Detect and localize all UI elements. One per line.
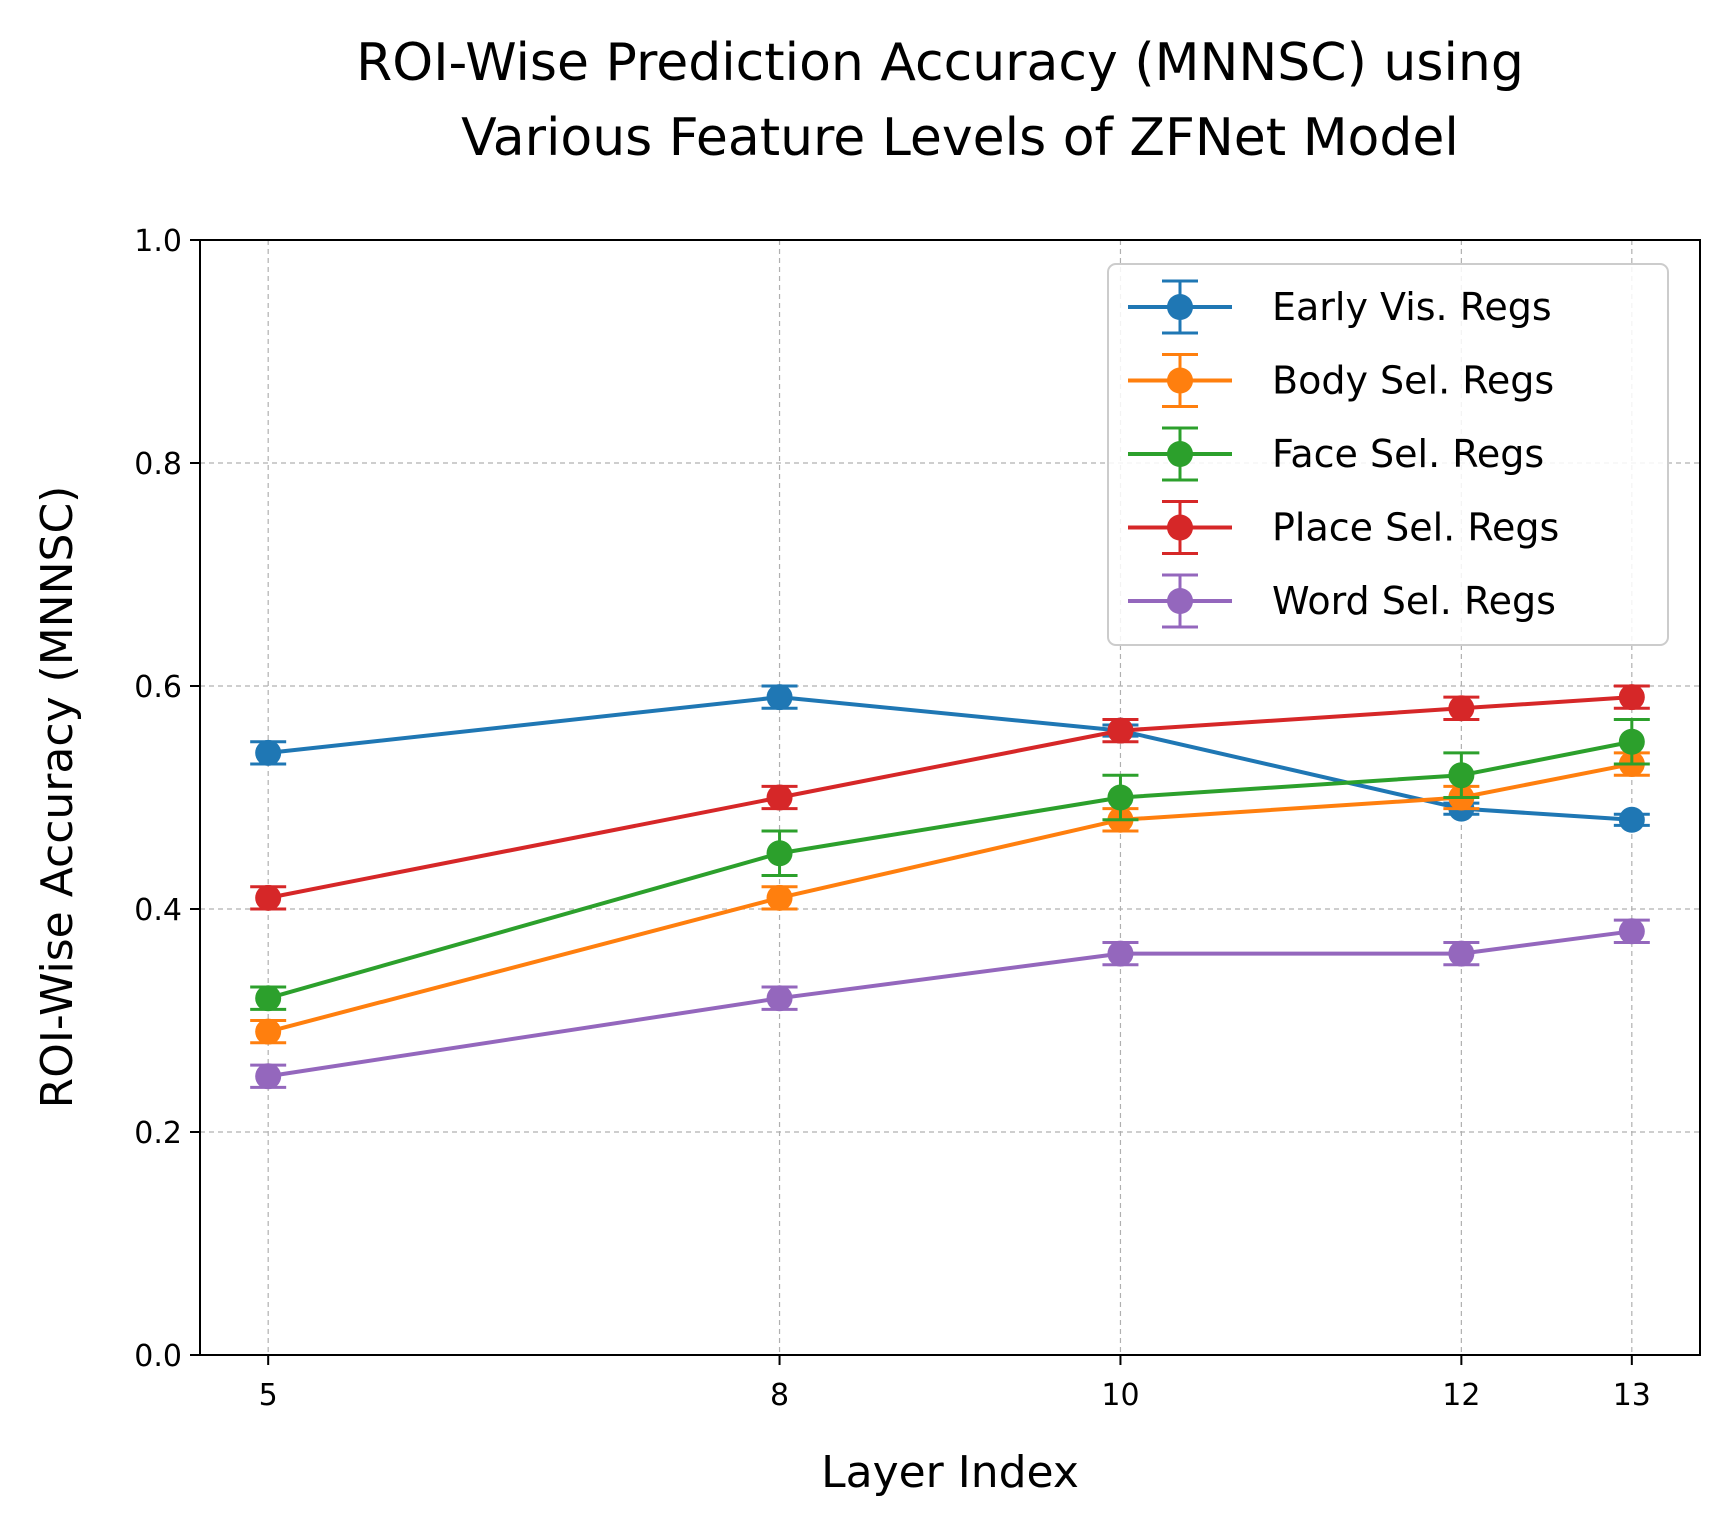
- legend-item: Early Vis. Regs: [1128, 279, 1552, 335]
- data-point: [1448, 762, 1475, 789]
- y-tick-label: 1.0: [134, 224, 182, 259]
- data-point: [255, 884, 282, 911]
- legend-marker: [1167, 367, 1193, 394]
- series-line: [267, 739, 1633, 1001]
- legend-item: Word Sel. Regs: [1128, 573, 1556, 629]
- data-point: [1618, 684, 1645, 711]
- legend-box: [1107, 263, 1669, 646]
- series-4: [250, 684, 1650, 911]
- legend-marker: [1167, 294, 1193, 320]
- data-point: [1618, 728, 1645, 755]
- series-2: [250, 751, 1650, 1045]
- data-point: [1107, 784, 1134, 811]
- series-line: [267, 929, 1633, 1079]
- legend-item: Body Sel. Regs: [1128, 353, 1554, 408]
- data-point: [255, 985, 282, 1012]
- legend-marker: [1167, 441, 1193, 467]
- data-point: [1618, 806, 1645, 833]
- x-tick-label: 8: [770, 1378, 789, 1413]
- data-point: [1107, 940, 1134, 967]
- y-axis-label: ROI-Wise Accuracy (MNNSC): [32, 486, 83, 1109]
- data-point: [766, 684, 793, 711]
- legend: Early Vis. Regs Body Sel. Regs Face Sel. R…: [1107, 263, 1669, 646]
- y-tick-label: 0.0: [134, 1339, 182, 1374]
- x-tick-label: 10: [1101, 1378, 1139, 1413]
- chart-title: ROI-Wise Prediction Accuracy (MNNSC) usi…: [356, 33, 1524, 168]
- legend-item: Place Sel. Regs: [1128, 500, 1559, 555]
- data-point: [766, 884, 793, 911]
- chart-title-line-2: Various Feature Levels of ZFNet Model: [461, 108, 1459, 168]
- y-tick-label: 0.6: [134, 670, 182, 705]
- series-5: [250, 918, 1650, 1090]
- legend-marker: [1167, 588, 1193, 614]
- data-point: [1448, 695, 1475, 722]
- legend-label: Body Sel. Regs: [1272, 359, 1554, 403]
- series-3: [250, 717, 1650, 1012]
- series-line: [267, 762, 1633, 1034]
- data-point: [255, 739, 282, 766]
- y-tick-label: 0.8: [134, 447, 182, 482]
- plot-frame: [199, 239, 1701, 1356]
- data-point: [255, 1063, 282, 1090]
- x-tick-label: 13: [1613, 1378, 1651, 1413]
- y-tick-label: 0.4: [134, 893, 182, 928]
- data-point: [255, 1018, 282, 1045]
- y-tick-label: 0.2: [134, 1116, 182, 1151]
- x-tick-label: 12: [1442, 1378, 1480, 1413]
- data-point: [1107, 717, 1134, 744]
- y-axis-ticks: 0.0 0.2 0.4 0.6 0.8 1.0: [134, 224, 200, 1374]
- legend-label: Face Sel. Regs: [1272, 432, 1544, 476]
- x-tick-label: 5: [259, 1378, 278, 1413]
- legend-label: Early Vis. Regs: [1272, 285, 1552, 329]
- legend-label: Place Sel. Regs: [1272, 506, 1559, 550]
- x-axis-ticks: 5 8 10 12 13: [259, 1355, 1651, 1413]
- series-1: [250, 684, 1650, 833]
- data-point: [766, 784, 793, 811]
- series-line: [267, 695, 1632, 900]
- data-point: [766, 840, 793, 867]
- data-point: [1448, 940, 1475, 967]
- series-layer: [250, 684, 1650, 1090]
- x-axis-label: Layer Index: [821, 1447, 1079, 1498]
- legend-label: Word Sel. Regs: [1272, 579, 1556, 623]
- chart-title-line-1: ROI-Wise Prediction Accuracy (MNNSC) usi…: [356, 33, 1524, 93]
- data-point: [766, 985, 793, 1012]
- legend-marker: [1167, 514, 1193, 541]
- legend-item: Face Sel. Regs: [1128, 426, 1544, 482]
- data-point: [1618, 918, 1645, 945]
